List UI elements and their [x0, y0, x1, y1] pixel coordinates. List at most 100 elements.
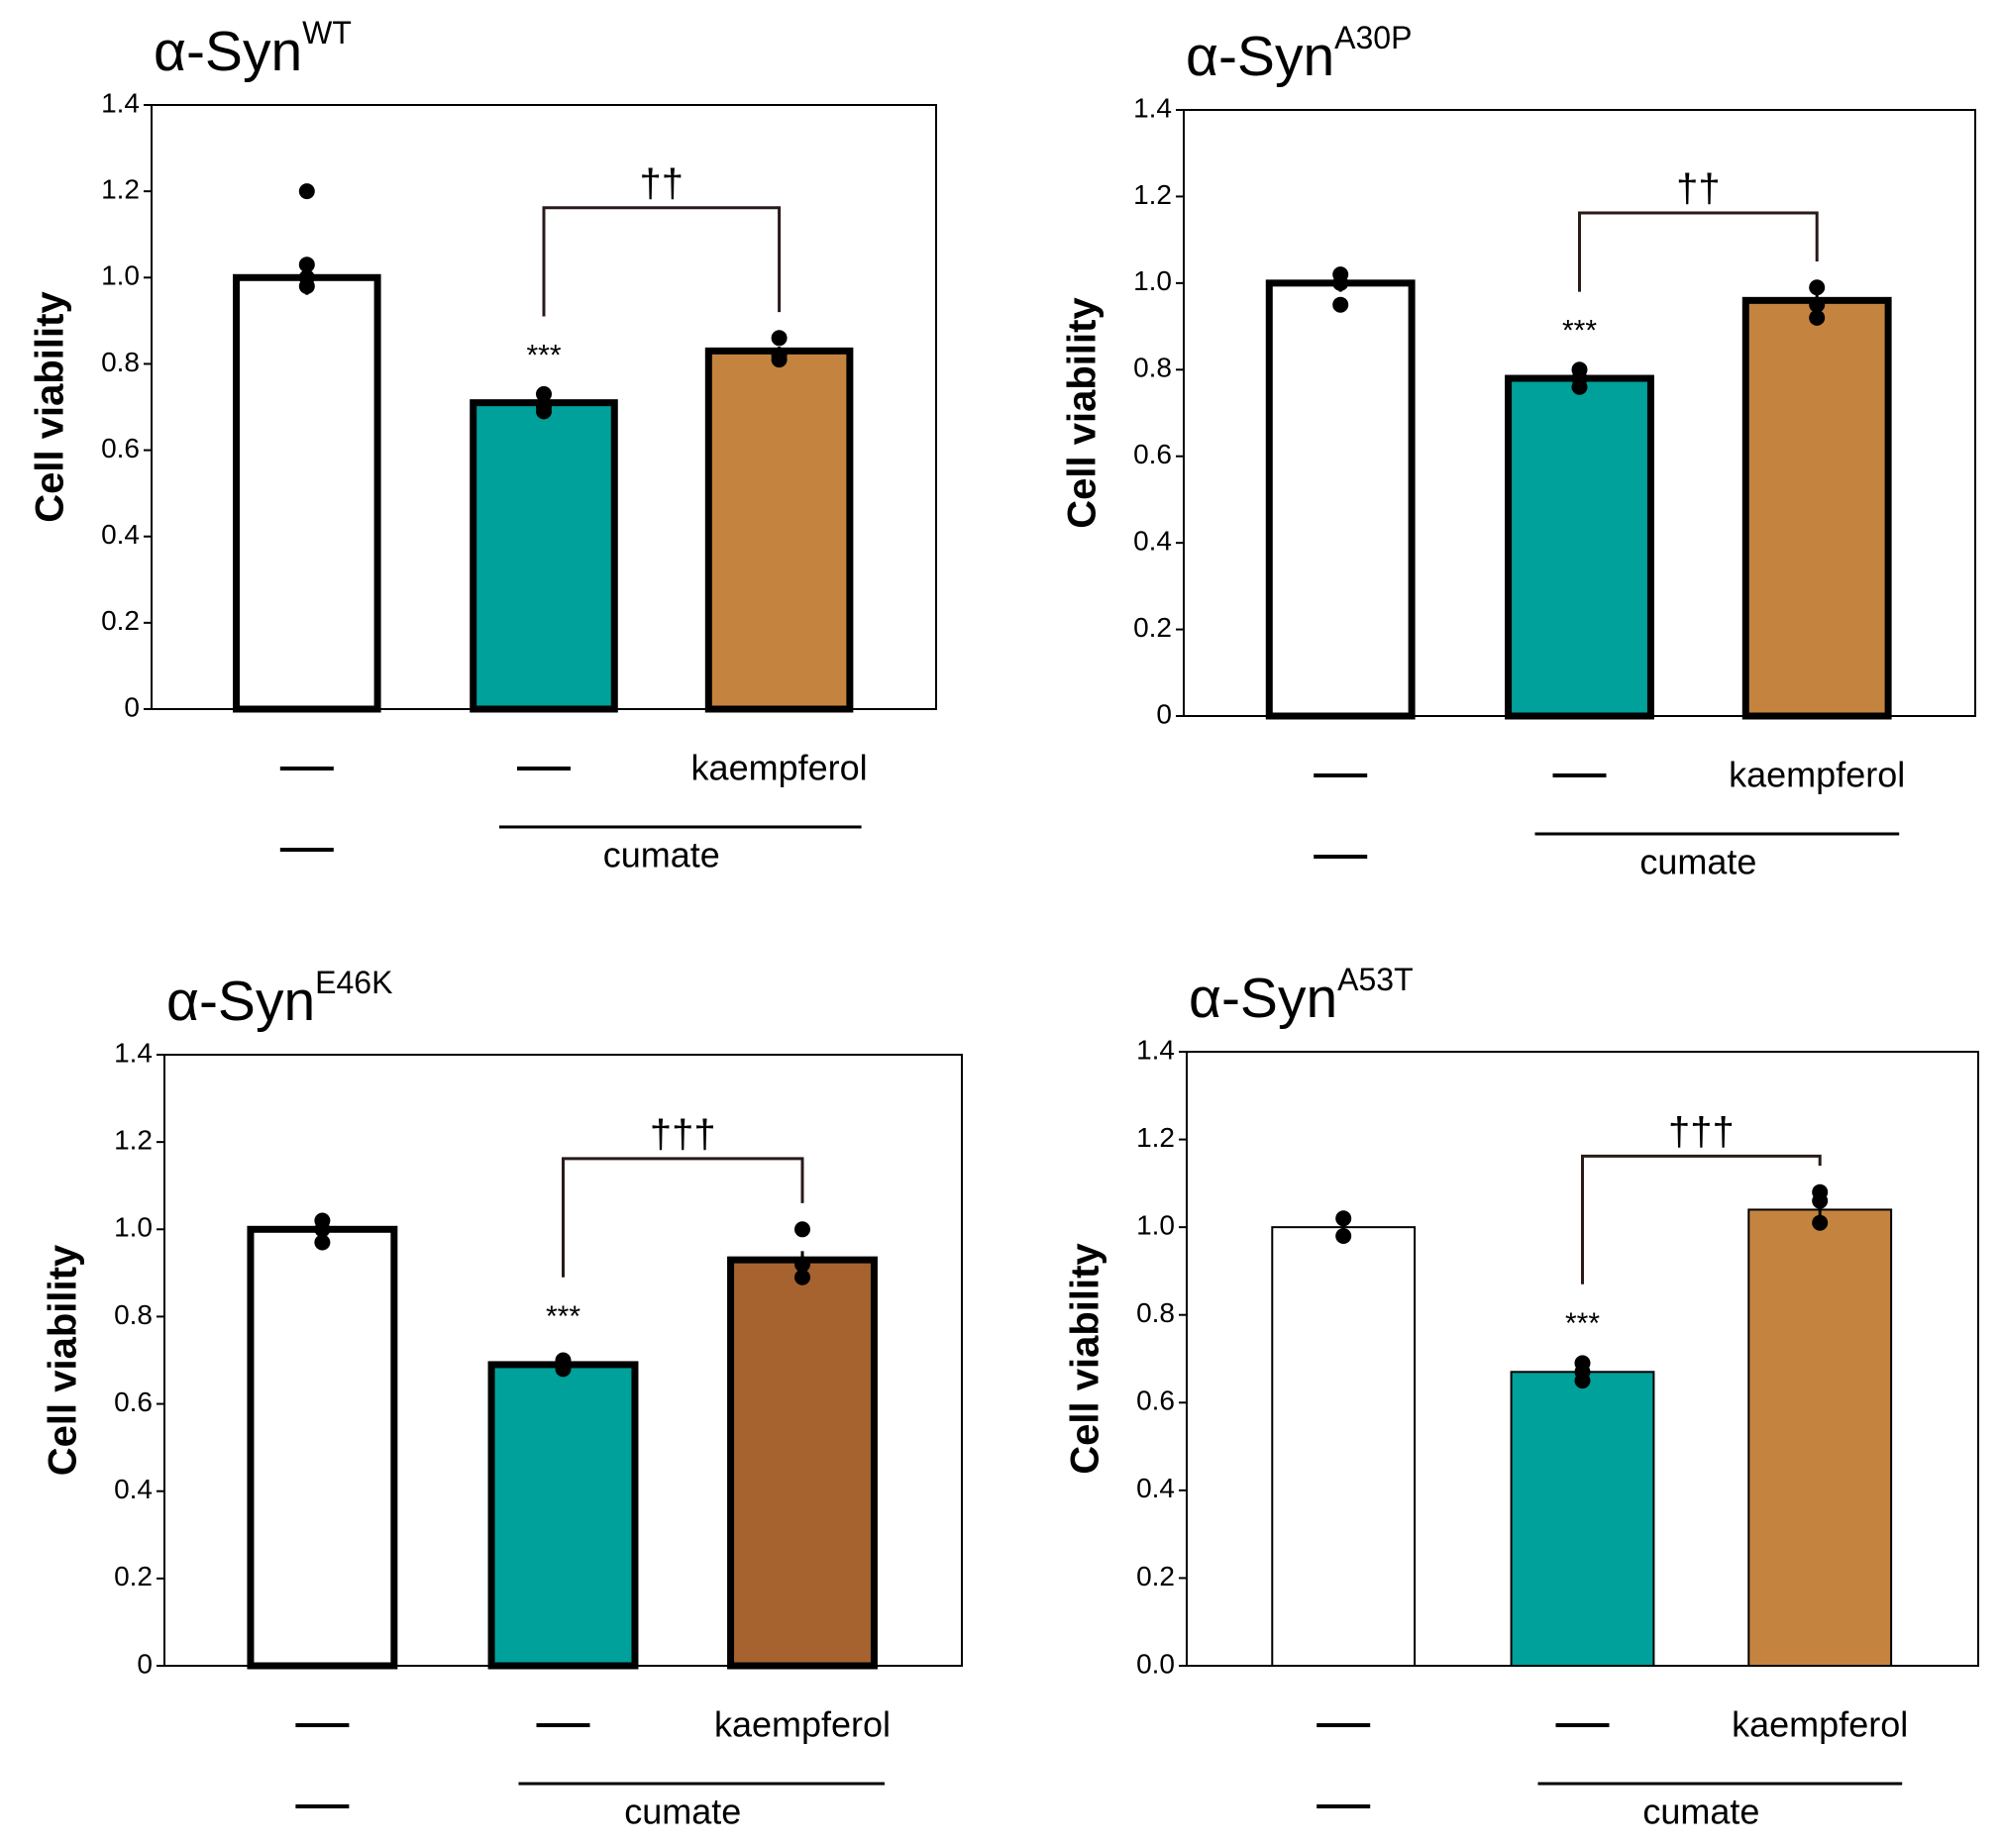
- bar: [704, 347, 854, 713]
- data-point: [1335, 1228, 1352, 1244]
- y-tick-label: 1.4: [101, 87, 140, 118]
- bar: [1747, 1208, 1893, 1668]
- data-point: [794, 1221, 810, 1238]
- group-label: cumate: [603, 835, 720, 875]
- bracket-label: ††: [1676, 167, 1721, 211]
- title-main: α-Syn: [154, 20, 302, 83]
- chart-title: α-SynA30P: [1186, 20, 1412, 88]
- category-label: kaempferol: [714, 1704, 891, 1745]
- significance-label: ***: [546, 1300, 580, 1333]
- y-axis-label: Cell viability: [1061, 297, 1105, 529]
- data-point: [1335, 1210, 1352, 1227]
- bracket: [1581, 1154, 1822, 1284]
- group-label: cumate: [624, 1792, 741, 1832]
- data-point: [298, 257, 315, 273]
- y-tick-label: 0.2: [114, 1561, 153, 1591]
- bar: [1741, 296, 1892, 720]
- y-axis-label: Cell viability: [29, 291, 72, 523]
- title-superscript: A30P: [1334, 20, 1412, 55]
- data-point: [1809, 309, 1826, 326]
- significance-label: ***: [1562, 314, 1597, 347]
- title-main: α-Syn: [1189, 967, 1337, 1030]
- y-tick-label: 1.2: [1133, 179, 1172, 210]
- bar: [233, 273, 381, 713]
- y-tick-label: 0.2: [101, 605, 140, 636]
- y-tick-label: 0.8: [1133, 353, 1172, 383]
- y-tick-label: 0.0: [1136, 1648, 1175, 1679]
- significance-label: ***: [526, 339, 561, 371]
- y-tick-label: 0.6: [101, 433, 140, 463]
- y-tick-label: 1.4: [1136, 1034, 1175, 1065]
- group-label: cumate: [1639, 842, 1756, 882]
- y-tick-label: 0.4: [1133, 526, 1172, 557]
- y-tick-label: 1.0: [114, 1212, 153, 1243]
- y-axis-label: Cell viability: [42, 1244, 85, 1476]
- data-point: [555, 1361, 572, 1378]
- data-point: [314, 1221, 331, 1238]
- bracket-label: †††: [1668, 1110, 1735, 1154]
- bar: [1265, 279, 1416, 720]
- bracket: [542, 206, 782, 317]
- bracket-label: †††: [650, 1112, 716, 1156]
- data-point: [314, 1234, 331, 1251]
- data-point: [1332, 296, 1349, 313]
- title-main: α-Syn: [1186, 25, 1334, 88]
- category-label: kaempferol: [691, 748, 868, 788]
- y-tick-label: 0.6: [1133, 439, 1172, 469]
- y-tick-label: 1.2: [101, 174, 140, 205]
- chart-title: α-SynE46K: [166, 965, 392, 1033]
- data-point: [794, 1256, 810, 1273]
- y-tick-label: 1.0: [1133, 265, 1172, 296]
- category-label: kaempferol: [1732, 1704, 1908, 1745]
- bar: [470, 399, 618, 713]
- data-point: [1812, 1214, 1829, 1231]
- data-point: [1809, 296, 1826, 313]
- y-tick-label: 1.4: [1133, 92, 1172, 123]
- title-superscript: WT: [302, 15, 352, 51]
- y-tick-label: 1.0: [101, 260, 140, 291]
- y-tick-label: 1.2: [1136, 1122, 1175, 1153]
- data-point: [536, 403, 552, 420]
- y-tick-label: 0: [137, 1648, 153, 1679]
- bracket: [562, 1157, 804, 1278]
- data-point: [1812, 1192, 1829, 1209]
- data-point: [298, 278, 315, 294]
- bracket: [1578, 211, 1819, 292]
- y-tick-label: 0.8: [114, 1299, 153, 1330]
- group-label: cumate: [1642, 1792, 1759, 1832]
- title-main: α-Syn: [166, 970, 315, 1033]
- bar: [487, 1361, 639, 1670]
- bar: [247, 1225, 398, 1670]
- bar: [1510, 1371, 1655, 1668]
- y-tick-label: 0.4: [1136, 1473, 1175, 1503]
- data-point: [771, 352, 788, 368]
- bar: [1271, 1226, 1417, 1667]
- bar: [1505, 374, 1654, 720]
- y-tick-label: 0.2: [1133, 612, 1172, 643]
- data-point: [794, 1269, 810, 1285]
- bar: [727, 1256, 878, 1670]
- data-point: [298, 183, 315, 200]
- data-point: [1574, 1373, 1591, 1389]
- data-point: [1332, 274, 1349, 291]
- data-point: [1571, 378, 1588, 395]
- y-axis-label: Cell viability: [1064, 1243, 1107, 1475]
- title-superscript: A53T: [1337, 962, 1413, 997]
- y-tick-label: 0.6: [1136, 1386, 1175, 1416]
- y-tick-label: 0.2: [1136, 1561, 1175, 1591]
- chart-title: α-SynA53T: [1189, 962, 1414, 1030]
- y-tick-label: 1.2: [114, 1125, 153, 1156]
- y-tick-label: 1.0: [1136, 1210, 1175, 1241]
- y-tick-label: 0.8: [101, 347, 140, 377]
- y-tick-label: 0.4: [114, 1474, 153, 1504]
- data-point: [1809, 279, 1826, 296]
- y-tick-label: 0.4: [101, 519, 140, 550]
- significance-label: ***: [1565, 1307, 1600, 1340]
- y-tick-label: 0.6: [114, 1386, 153, 1417]
- data-point: [536, 385, 552, 402]
- y-tick-label: 1.4: [114, 1037, 153, 1068]
- bracket-label: ††: [640, 161, 685, 205]
- data-point: [771, 330, 788, 347]
- y-tick-label: 0: [124, 691, 140, 722]
